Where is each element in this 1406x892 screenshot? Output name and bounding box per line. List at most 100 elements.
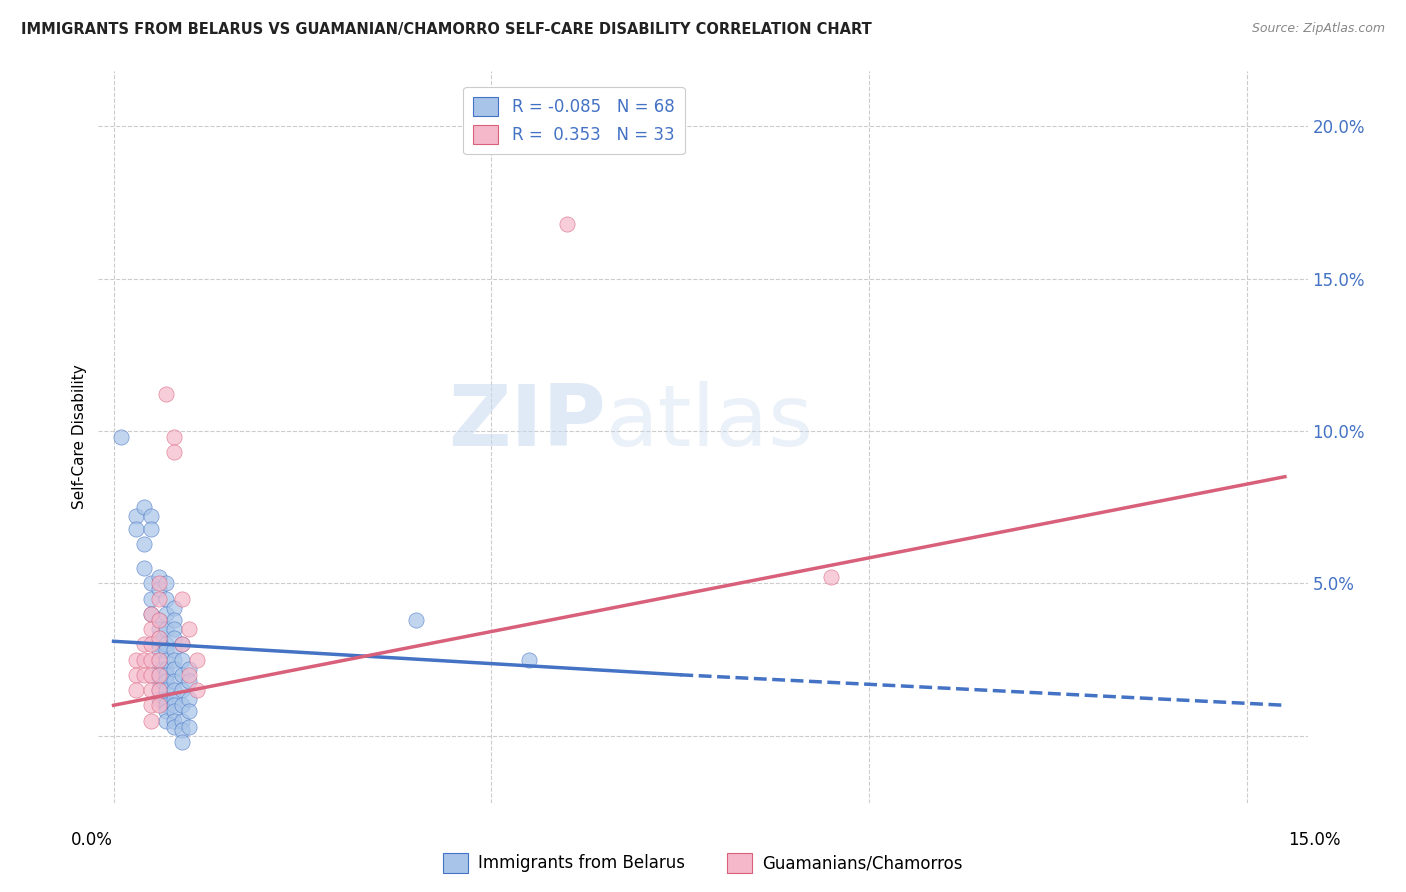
Point xyxy=(148,613,170,627)
Point xyxy=(148,570,170,584)
Point xyxy=(517,652,540,666)
Point xyxy=(148,698,170,713)
Point xyxy=(125,521,148,535)
Point xyxy=(179,662,201,676)
Point xyxy=(163,643,186,657)
Point xyxy=(820,570,842,584)
Point xyxy=(163,705,186,719)
Point xyxy=(148,576,170,591)
Point xyxy=(125,652,148,666)
Text: Source: ZipAtlas.com: Source: ZipAtlas.com xyxy=(1251,22,1385,36)
Point xyxy=(170,637,193,651)
Point xyxy=(170,652,193,666)
Point xyxy=(132,500,155,515)
Point xyxy=(148,582,170,597)
Point xyxy=(141,637,163,651)
Point xyxy=(155,643,177,657)
Point xyxy=(148,632,170,646)
Legend: Immigrants from Belarus, Guamanians/Chamorros: Immigrants from Belarus, Guamanians/Cham… xyxy=(437,847,969,880)
Point xyxy=(155,667,177,681)
Text: atlas: atlas xyxy=(606,381,814,464)
Point xyxy=(155,637,177,651)
Point xyxy=(125,667,148,681)
Point xyxy=(125,509,148,524)
Point xyxy=(132,652,155,666)
Point xyxy=(170,698,193,713)
Point xyxy=(155,714,177,728)
Point xyxy=(163,652,186,666)
Point xyxy=(155,662,177,676)
Point xyxy=(155,673,177,688)
Y-axis label: Self-Care Disability: Self-Care Disability xyxy=(72,365,87,509)
Point xyxy=(141,576,163,591)
Point xyxy=(132,537,155,551)
Point xyxy=(163,613,186,627)
Point xyxy=(155,683,177,698)
Point xyxy=(155,705,177,719)
Point xyxy=(163,445,186,459)
Point xyxy=(179,622,201,636)
Point xyxy=(155,591,177,606)
Point xyxy=(125,683,148,698)
Point xyxy=(141,683,163,698)
Point xyxy=(148,683,170,698)
Point xyxy=(170,637,193,651)
Point xyxy=(179,720,201,734)
Point xyxy=(163,698,186,713)
Text: 15.0%: 15.0% xyxy=(1288,831,1341,849)
Point xyxy=(163,720,186,734)
Point xyxy=(163,714,186,728)
Point xyxy=(141,591,163,606)
Legend: R = -0.085   N = 68, R =  0.353   N = 33: R = -0.085 N = 68, R = 0.353 N = 33 xyxy=(464,87,685,153)
Point xyxy=(155,698,177,713)
Point xyxy=(186,652,208,666)
Point xyxy=(141,607,163,621)
Point xyxy=(155,652,177,666)
Point xyxy=(405,613,427,627)
Point xyxy=(163,430,186,444)
Point xyxy=(179,692,201,706)
Point xyxy=(110,430,132,444)
Point xyxy=(555,217,578,231)
Text: 0.0%: 0.0% xyxy=(70,831,112,849)
Point xyxy=(179,673,201,688)
Point xyxy=(148,667,170,681)
Point xyxy=(148,683,170,698)
Point xyxy=(155,387,177,401)
Point xyxy=(163,692,186,706)
Point xyxy=(155,692,177,706)
Point xyxy=(163,683,186,698)
Point xyxy=(170,591,193,606)
Point xyxy=(148,667,170,681)
Point xyxy=(148,652,170,666)
Point xyxy=(155,607,177,621)
Point xyxy=(141,667,163,681)
Point xyxy=(170,667,193,681)
Point xyxy=(141,521,163,535)
Point xyxy=(141,607,163,621)
Point xyxy=(148,643,170,657)
Point xyxy=(148,652,170,666)
Point xyxy=(155,622,177,636)
Point xyxy=(170,683,193,698)
Point xyxy=(132,561,155,575)
Point xyxy=(179,667,201,681)
Point xyxy=(170,723,193,737)
Point xyxy=(148,637,170,651)
Point xyxy=(170,735,193,749)
Point xyxy=(141,714,163,728)
Point xyxy=(148,591,170,606)
Point xyxy=(141,698,163,713)
Point xyxy=(163,662,186,676)
Point xyxy=(148,622,170,636)
Point xyxy=(132,667,155,681)
Point xyxy=(148,632,170,646)
Point xyxy=(148,613,170,627)
Point xyxy=(148,673,170,688)
Point xyxy=(179,705,201,719)
Point xyxy=(186,683,208,698)
Text: IMMIGRANTS FROM BELARUS VS GUAMANIAN/CHAMORRO SELF-CARE DISABILITY CORRELATION C: IMMIGRANTS FROM BELARUS VS GUAMANIAN/CHA… xyxy=(21,22,872,37)
Point xyxy=(155,576,177,591)
Point xyxy=(141,622,163,636)
Point xyxy=(132,637,155,651)
